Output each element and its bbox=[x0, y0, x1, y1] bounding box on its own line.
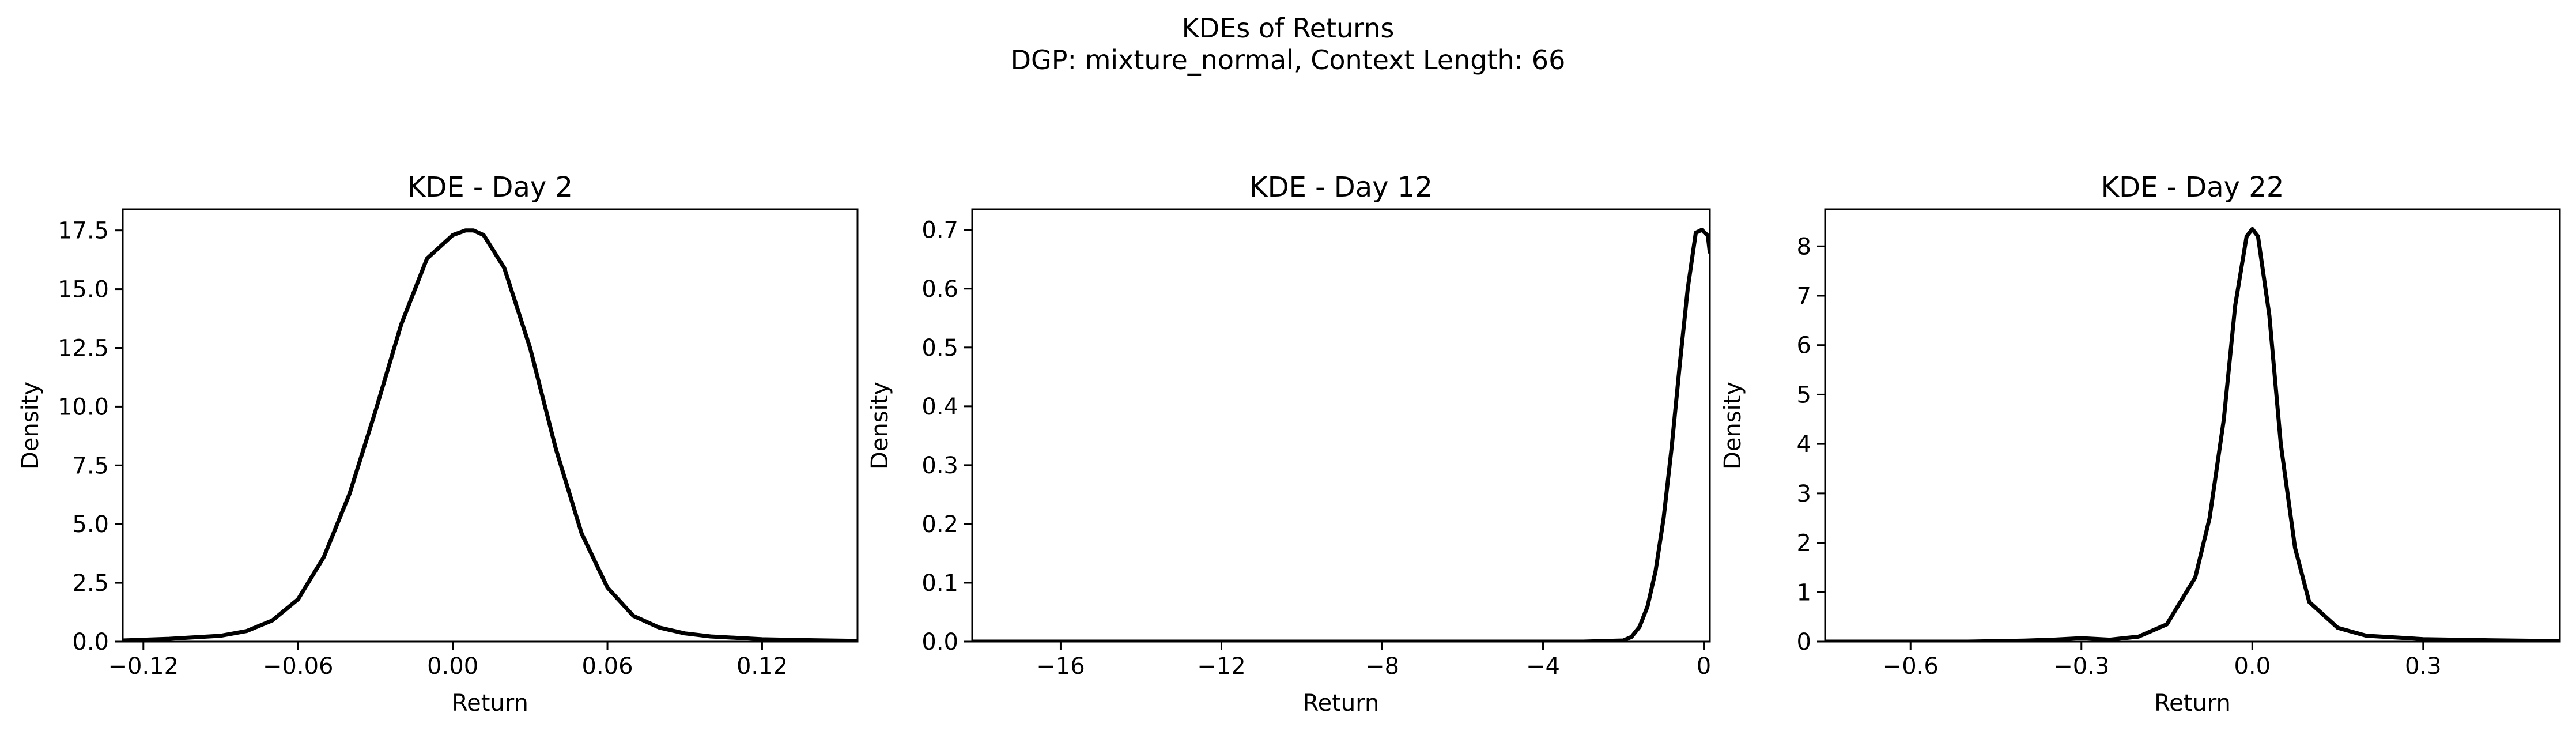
panel-title: KDE - Day 12 bbox=[1249, 171, 1433, 203]
x-tick-label: 0.00 bbox=[427, 653, 478, 680]
y-tick-label: 3 bbox=[1797, 481, 1811, 507]
y-tick-label: 5.0 bbox=[72, 511, 109, 538]
x-tick-label: −0.6 bbox=[1883, 653, 1939, 680]
x-tick-label: −0.12 bbox=[108, 653, 179, 680]
y-tick-label: 5 bbox=[1797, 382, 1811, 408]
y-tick-label: 0.0 bbox=[921, 629, 958, 655]
y-tick-label: 0.0 bbox=[72, 629, 109, 655]
axes-frame bbox=[1824, 208, 2561, 643]
x-tick-label: 0.3 bbox=[2405, 653, 2442, 680]
y-tick-label: 0.6 bbox=[921, 276, 958, 303]
y-tick-label: 8 bbox=[1797, 233, 1811, 260]
y-tick-label: 0.3 bbox=[921, 453, 958, 479]
x-tick-label: −0.3 bbox=[2053, 653, 2109, 680]
x-tick-label: −16 bbox=[1036, 653, 1085, 680]
kde-panel-day-22: −0.6 −0.3 0.0 0.3 0 1 2 3 4 5 6 7 8 KDE - Day 22 Retur… bbox=[1720, 171, 2561, 717]
x-tick-label: 0.12 bbox=[736, 653, 788, 680]
y-tick-label: 10.0 bbox=[58, 394, 109, 420]
y-tick-label: 17.5 bbox=[58, 218, 109, 244]
x-axis-label: Return bbox=[2154, 690, 2231, 717]
figure-title: KDEs of Returns DGP: mixture_normal, Con… bbox=[0, 13, 2576, 76]
figure-title-line1: KDEs of Returns bbox=[1181, 13, 1395, 44]
kde-panel-day-12: −16 −12 −8 −4 0 0.0 0.1 0.2 0.3 0.4 0.5 0.6 0.7 KDE -… bbox=[867, 171, 1711, 717]
y-tick-label: 0.5 bbox=[921, 335, 958, 361]
y-tick-label: 0.2 bbox=[921, 511, 958, 538]
x-axis-label: Return bbox=[1303, 690, 1380, 717]
y-tick-label: 7.5 bbox=[72, 453, 109, 479]
panel-title: KDE - Day 2 bbox=[407, 171, 573, 203]
y-tick-label: 0 bbox=[1797, 629, 1811, 655]
y-tick-label: 7 bbox=[1797, 283, 1811, 310]
y-axis-label: Density bbox=[17, 382, 44, 469]
axes-frame bbox=[971, 208, 1711, 643]
x-tick-label: 0.06 bbox=[582, 653, 633, 680]
y-tick-label: 12.5 bbox=[58, 335, 109, 361]
y-tick-label: 0.7 bbox=[921, 217, 958, 244]
x-axis-label: Return bbox=[452, 690, 528, 717]
y-tick-label: 15.0 bbox=[58, 277, 109, 303]
figure-subtitle: DGP: mixture_normal, Context Length: 66 bbox=[1010, 44, 1566, 76]
x-tick-label: −8 bbox=[1365, 653, 1399, 680]
x-tick-label: −4 bbox=[1526, 653, 1560, 680]
y-tick-label: 4 bbox=[1797, 431, 1811, 458]
y-tick-label: 0.4 bbox=[921, 394, 958, 420]
y-tick-label: 2.5 bbox=[72, 570, 109, 597]
kde-curve bbox=[1825, 227, 2560, 642]
x-tick-label: 0 bbox=[1697, 653, 1711, 680]
y-tick-label: 6 bbox=[1797, 333, 1811, 359]
kde-curve bbox=[972, 228, 1710, 642]
x-tick-label: −0.06 bbox=[263, 653, 334, 680]
kde-panel-day-2: −0.12 −0.06 0.00 0.06 0.12 0.0 2.5 5.0 7.5 10.0 12… bbox=[17, 171, 859, 717]
y-axis-label: Density bbox=[867, 382, 893, 469]
kde-curve bbox=[123, 228, 858, 642]
panel-title: KDE - Day 22 bbox=[2101, 171, 2284, 203]
y-tick-label: 1 bbox=[1797, 579, 1811, 606]
axes-frame bbox=[122, 208, 859, 643]
y-tick-label: 2 bbox=[1797, 530, 1811, 557]
y-tick-label: 0.1 bbox=[921, 570, 958, 597]
x-tick-label: 0.0 bbox=[2234, 653, 2271, 680]
y-axis-label: Density bbox=[1720, 382, 1746, 469]
x-tick-label: −12 bbox=[1197, 653, 1245, 680]
